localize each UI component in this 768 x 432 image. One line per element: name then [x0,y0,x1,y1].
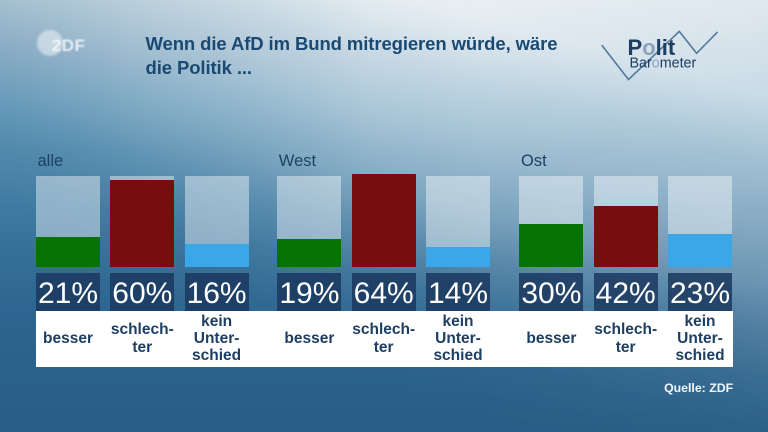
svg-text:Polit: Polit [628,35,676,60]
svg-text:Barometer: Barometer [630,55,697,71]
